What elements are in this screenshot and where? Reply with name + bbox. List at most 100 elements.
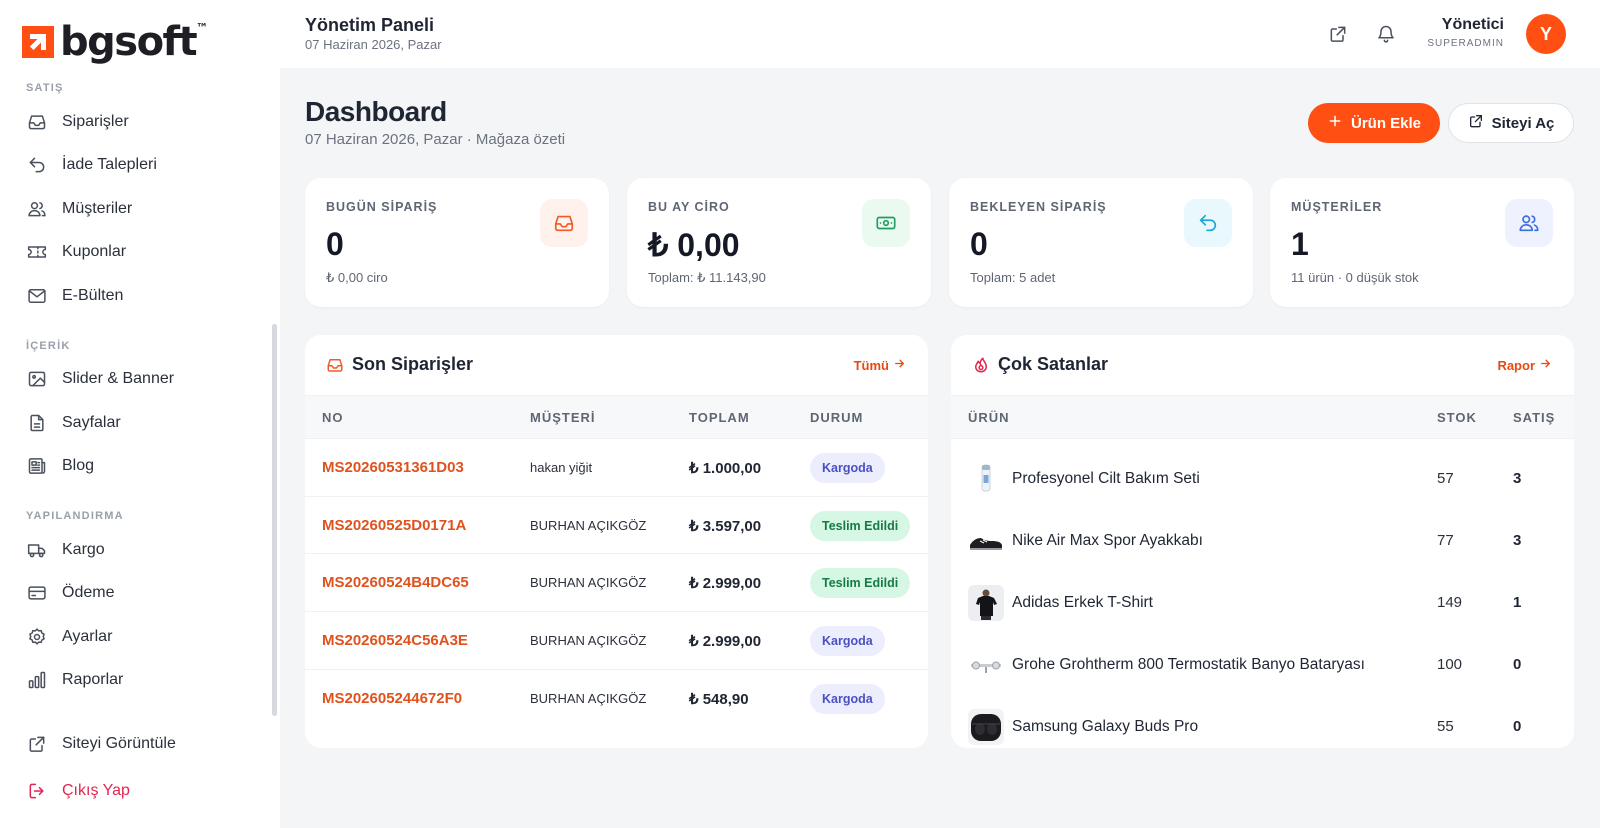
product-name[interactable]: Grohe Grohtherm 800 Termostatik Banyo Ba…	[1012, 656, 1365, 673]
avatar[interactable]: Y	[1526, 14, 1566, 54]
open-site-label: Siteyi Aç	[1491, 114, 1555, 132]
sidebar-item-siparisler[interactable]: Siparişler	[0, 100, 280, 144]
table-row[interactable]: MS202605244672F0 BURHAN AÇIKGÖZ ₺ 548,90 Ka…	[305, 670, 928, 728]
add-product-button[interactable]: Ürün Ekle	[1308, 103, 1440, 143]
product-name[interactable]: Samsung Galaxy Buds Pro	[1012, 718, 1199, 735]
truck-icon	[26, 539, 48, 561]
card-title: Son Siparişler	[352, 354, 474, 374]
stat-sub: Toplam: ₺ 11.143,90	[648, 270, 766, 285]
column-header-no: NO	[322, 410, 344, 425]
product-name[interactable]: Nike Air Max Spor Ayakkabı	[1012, 532, 1203, 549]
table-row[interactable]: MS20260531361D03 hakan yiğit ₺ 1.000,00 Kar…	[305, 439, 928, 497]
product-thumbnail	[968, 523, 1004, 559]
sidebar-item-musteriler[interactable]: Müşteriler	[0, 187, 280, 231]
open-site-button[interactable]: Siteyi Aç	[1448, 103, 1574, 143]
order-total: ₺ 548,90	[689, 690, 749, 708]
table-row[interactable]: Nike Air Max Spor Ayakkabı 77 3	[951, 510, 1574, 572]
status-badge: Kargoda	[810, 453, 885, 483]
product-stock: 55	[1437, 718, 1454, 735]
sidebar-item-odeme[interactable]: Ödeme	[0, 572, 280, 616]
product-sales: 0	[1513, 656, 1522, 673]
fire-icon	[971, 355, 991, 375]
sidebar-item-iade-talepleri[interactable]: İade Talepleri	[0, 144, 280, 188]
product-thumbnail	[968, 709, 1004, 745]
sidebar-scrollbar[interactable]	[272, 324, 277, 716]
view-report-link[interactable]: Rapor	[1497, 357, 1552, 373]
order-number-link[interactable]: MS202605244672F0	[322, 689, 463, 707]
order-customer: BURHAN AÇIKGÖZ	[530, 690, 647, 706]
order-total: ₺ 3.597,00	[689, 517, 762, 535]
link-label: Tümü	[853, 357, 889, 373]
column-header-stock: STOK	[1437, 410, 1477, 425]
sidebar-item-label: Siteyi Görüntüle	[62, 734, 176, 752]
product-name[interactable]: Adidas Erkek T-Shirt	[1012, 594, 1153, 611]
stat-sub: Toplam: 5 adet	[970, 270, 1056, 285]
product-name[interactable]: Profesyonel Cilt Bakım Seti	[1012, 470, 1200, 487]
external-link-icon[interactable]	[1326, 22, 1350, 46]
order-customer: BURHAN AÇIKGÖZ	[530, 575, 647, 591]
sidebar-item-sayfalar[interactable]: Sayfalar	[0, 401, 280, 445]
table-row[interactable]: MS20260524B4DC65 BURHAN AÇIKGÖZ ₺ 2.999,00…	[305, 554, 928, 613]
sidebar-item-label: İade Talepleri	[62, 156, 157, 174]
product-stock: 100	[1437, 656, 1463, 673]
user-name[interactable]: Yönetici	[1441, 16, 1504, 33]
user-role: SUPERADMIN	[1427, 38, 1504, 49]
table-row[interactable]: Samsung Galaxy Buds Pro 55 0	[951, 696, 1574, 748]
sidebar-item-kargo[interactable]: Kargo	[0, 528, 280, 572]
sidebar-item-blog[interactable]: Blog	[0, 445, 280, 489]
sidebar-item-slider-banner[interactable]: Slider & Banner	[0, 358, 280, 402]
brand-name: bgsoft™	[60, 19, 209, 65]
inbox-icon	[540, 199, 588, 247]
product-thumbnail	[968, 461, 1004, 497]
bar-chart-icon	[26, 669, 48, 691]
status-badge: Kargoda	[810, 626, 885, 657]
sidebar-item-kuponlar[interactable]: Kuponlar	[0, 231, 280, 275]
sidebar-item-label: Siparişler	[62, 112, 129, 130]
external-link-icon	[26, 733, 48, 755]
stat-label: BU AY CİRO	[648, 200, 730, 214]
card-header: Çok Satanlar Rapor	[951, 335, 1574, 395]
stat-card-month-revenue: BU AY CİRO ₺ 0,00 Toplam: ₺ 11.143,90	[627, 178, 931, 307]
view-all-orders-link[interactable]: Tümü	[854, 357, 906, 373]
bell-icon[interactable]	[1374, 22, 1398, 46]
stat-value: ₺ 0,00	[648, 227, 740, 263]
page-title: Dashboard	[305, 96, 447, 127]
topbar-date: 07 Haziran 2026, Pazar	[305, 37, 442, 52]
order-number-link[interactable]: MS20260531361D03	[322, 459, 464, 476]
status-badge: Teslim Edildi	[810, 510, 911, 541]
order-number-link[interactable]: MS20260524C56A3E	[322, 632, 468, 650]
order-number-link[interactable]: MS20260524B4DC65	[322, 574, 469, 592]
table-row[interactable]: Adidas Erkek T-Shirt 149 1	[951, 572, 1574, 634]
order-customer: hakan yiğit	[530, 460, 593, 475]
table-row[interactable]: MS20260524C56A3E BURHAN AÇIKGÖZ ₺ 2.999,00…	[305, 612, 928, 670]
order-customer: BURHAN AÇIKGÖZ	[530, 517, 647, 533]
table-header: NO MÜŞTERİ TOPLAM DURUM	[305, 395, 928, 439]
product-sales: 3	[1513, 532, 1522, 549]
sidebar-item-raporlar[interactable]: Raporlar	[0, 659, 280, 703]
gear-icon	[26, 626, 48, 648]
inbox-icon	[26, 111, 48, 133]
order-number-link[interactable]: MS20260525D0171A	[322, 516, 467, 534]
sidebar-view-site[interactable]: Siteyi Görüntüle	[0, 722, 280, 766]
product-sales: 0	[1513, 718, 1522, 735]
brand-logo[interactable]: bgsoft™	[22, 18, 208, 66]
section-label-yapilandirma: YAPILANDIRMA	[26, 510, 124, 522]
column-header-customer: MÜŞTERİ	[530, 410, 596, 425]
logout-button[interactable]: Çıkış Yap	[0, 770, 280, 814]
banknote-icon	[862, 199, 910, 247]
recent-orders-card: Son Siparişler Tümü NO MÜŞTERİ TOPLAM DU…	[305, 335, 928, 748]
sidebar-item-ayarlar[interactable]: Ayarlar	[0, 615, 280, 659]
table-row[interactable]: MS20260525D0171A BURHAN AÇIKGÖZ ₺ 3.597,00…	[305, 497, 928, 555]
table-header: ÜRÜN STOK SATIŞ	[951, 395, 1574, 439]
sidebar-item-e-bulten[interactable]: E-Bülten	[0, 274, 280, 318]
topbar-title: Yönetim Paneli	[305, 15, 435, 35]
sidebar-item-label: E-Bülten	[62, 286, 124, 304]
status-badge: Teslim Edildi	[810, 568, 911, 599]
sidebar-item-label: Kargo	[62, 540, 105, 558]
inbox-icon	[325, 355, 345, 375]
table-row[interactable]: Profesyonel Cilt Bakım Seti 57 3	[951, 448, 1574, 510]
credit-card-icon	[26, 582, 48, 604]
table-row[interactable]: Grohe Grohtherm 800 Termostatik Banyo Ba…	[951, 634, 1574, 696]
return-icon	[26, 154, 48, 176]
file-icon	[26, 412, 48, 434]
